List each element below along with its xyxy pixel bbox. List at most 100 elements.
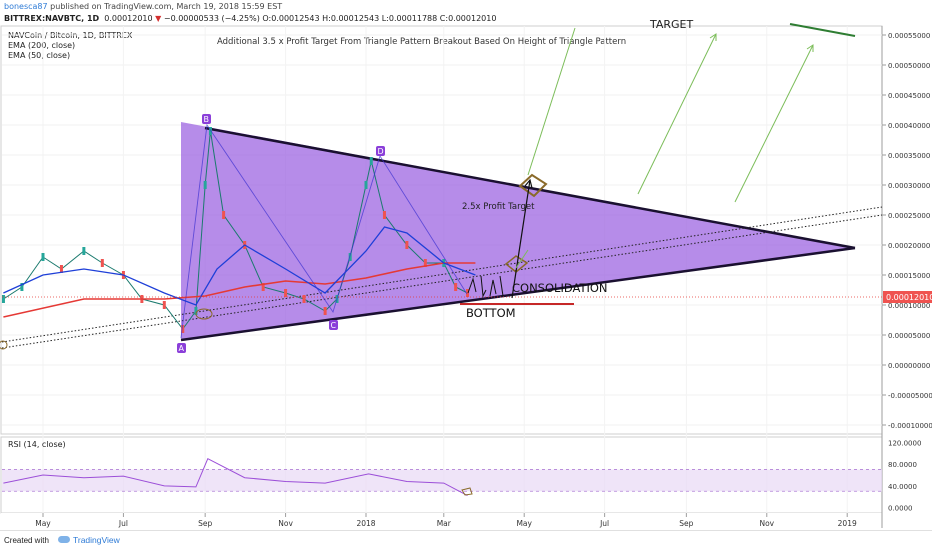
- cloud-icon: [58, 536, 70, 543]
- y-tick-label: 0.00010000: [888, 302, 930, 310]
- last-price-tag: [883, 291, 932, 303]
- open-value: O:0.00012543: [262, 14, 320, 23]
- y-tick-label: -0.00010000: [888, 422, 932, 430]
- time-axis: [1, 513, 882, 528]
- point-d-label: D: [378, 147, 384, 156]
- target-arrow-1: [527, 27, 576, 176]
- rsi-tick-label: 40.0000: [888, 483, 917, 491]
- ohlc-line: BITTREX:NAVBTC, 1D 0.00012010 ▼ −0.00000…: [4, 14, 496, 23]
- price-candle: [59, 265, 63, 273]
- x-tick-label: Jul: [599, 519, 609, 528]
- price-candle: [284, 289, 288, 297]
- target-arrow-3-head: [806, 44, 814, 52]
- time-axis-labels: May Jul Sep Nov 2018 Mar May Jul Sep Nov 2019: [35, 513, 857, 528]
- rsi-tick-label: 120.0000: [888, 439, 921, 447]
- point-b: B: [202, 114, 211, 124]
- price-candle: [364, 181, 368, 189]
- y-tick-label: 0.00045000: [888, 92, 930, 100]
- zigzag-line: [180, 123, 468, 339]
- y-tick-label: 0.00000000: [888, 362, 930, 370]
- x-tick-label: Mar: [437, 519, 452, 528]
- price-candle: [222, 211, 226, 219]
- breakout-arrow: [511, 179, 531, 299]
- x-tick-label: Sep: [198, 519, 212, 528]
- price-candle: [100, 259, 104, 267]
- x-tick-label: May: [516, 519, 532, 528]
- y-tick-label: 0.00005000: [888, 332, 930, 340]
- triangle-pattern[interactable]: [181, 122, 855, 340]
- ema50-line: [3, 226, 476, 306]
- price-candle: [302, 295, 306, 303]
- y-tick-label: 0.00020000: [888, 242, 930, 250]
- price-chart[interactable]: NAVCoin / Bitcoin, 1D, BITTREX EMA (200,…: [0, 0, 932, 530]
- point-b-label: B: [204, 115, 210, 124]
- profit-target-label: 2.5x Profit Target: [462, 202, 535, 212]
- price-axis: 0.00055000 0.00050000 0.00045000 0.00040000…: [882, 32, 932, 430]
- x-tick-label: 2019: [838, 519, 857, 528]
- bottom-label: BOTTOM: [466, 306, 516, 320]
- x-tick-label: Nov: [278, 519, 293, 528]
- point-d: D: [376, 146, 385, 156]
- rsi-layer: 120.0000 80.0000 40.0000 0.0000: [2, 439, 921, 513]
- legend-ema50: EMA (50, close): [8, 51, 70, 60]
- y-tick-label: 0.00035000: [888, 152, 930, 160]
- rsi-end-marker: [461, 487, 473, 496]
- price-candle: [203, 181, 207, 189]
- low-value: L:0.00011788: [381, 14, 438, 23]
- y-tick-label: 0.00050000: [888, 62, 930, 70]
- x-tick-label: 2018: [356, 519, 375, 528]
- rsi-tick-label: 0.0000: [888, 505, 913, 513]
- target-arrows: [527, 27, 814, 203]
- target-arrow-2: [637, 33, 717, 195]
- rsi-tick-label: 80.0000: [888, 461, 917, 469]
- target-label: TARGET: [649, 18, 694, 31]
- price-candle: [82, 247, 86, 255]
- x-tick-label: Jul: [118, 519, 128, 528]
- price-candle: [454, 283, 458, 291]
- target-line: [789, 23, 856, 37]
- rsi-line: [3, 458, 468, 497]
- rsi-band: [2, 469, 882, 492]
- point-a-label: A: [179, 344, 185, 353]
- header-bar: bonesca87 published on TradingView.com, …: [0, 0, 932, 30]
- tradingview-brand-link[interactable]: TradingView: [73, 535, 120, 545]
- breakout-green-tick: [515, 249, 529, 269]
- breakout-marker-upper: [518, 173, 548, 198]
- price-candle: [466, 289, 470, 297]
- price-candle: [1, 295, 5, 303]
- price-candle: [405, 241, 409, 249]
- triangle-lower-edge[interactable]: [180, 246, 856, 342]
- dotted-trendline-2: [1, 214, 883, 349]
- last-price: 0.00012010: [104, 14, 153, 23]
- close-value: C:0.00012010: [439, 14, 497, 23]
- chart-title: Additional 3.5 x Profit Target From Tria…: [217, 37, 626, 47]
- breakout-marker-lower: [504, 255, 529, 273]
- x-tick-label: May: [35, 519, 51, 528]
- price-candle: [348, 253, 352, 261]
- y-tick-label: 0.00030000: [888, 182, 930, 190]
- symbol-label: BITTREX:NAVBTC, 1D: [4, 14, 100, 23]
- price-candle: [382, 211, 386, 219]
- price-candle: [261, 283, 265, 291]
- high-value: H:0.00012543: [322, 14, 380, 23]
- created-with-text: Created with: [4, 536, 49, 545]
- price-candle: [181, 325, 185, 333]
- consolidation-label: CONSOLIDATION: [512, 281, 608, 295]
- change-arrow-icon: ▼: [155, 14, 162, 23]
- consolidation-arrows: [467, 275, 504, 298]
- publish-info: bonesca87 published on TradingView.com, …: [4, 2, 282, 11]
- author-link[interactable]: bonesca87: [4, 2, 48, 11]
- price-candle: [162, 301, 166, 309]
- x-tick-label: Nov: [759, 519, 774, 528]
- legend-ema200: EMA (200, close): [8, 41, 75, 50]
- dotted-trendline-1: [1, 206, 883, 343]
- target-arrow-2-head: [709, 33, 717, 41]
- y-tick-label: 0.00055000: [888, 32, 930, 40]
- point-a: A: [177, 343, 186, 353]
- ema-cross-marker: [195, 308, 213, 320]
- price-candle: [20, 283, 24, 291]
- change-value: −0.00000533 (−4.25%): [163, 14, 260, 23]
- last-price-tag-text: 0.00012010: [886, 293, 932, 302]
- target-arrow-3: [734, 44, 814, 203]
- price-candle: [194, 307, 198, 315]
